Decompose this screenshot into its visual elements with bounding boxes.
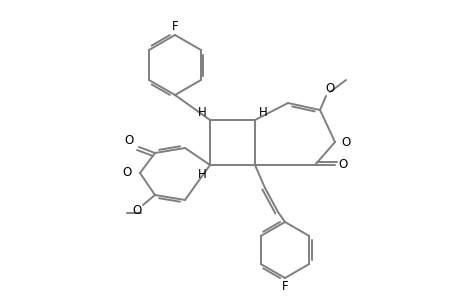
Text: O: O bbox=[132, 203, 141, 217]
Text: O: O bbox=[123, 167, 132, 179]
Text: H: H bbox=[258, 106, 267, 118]
Text: H: H bbox=[197, 106, 206, 118]
Text: O: O bbox=[340, 136, 349, 148]
Text: F: F bbox=[171, 20, 178, 32]
Text: O: O bbox=[338, 158, 347, 170]
Text: O: O bbox=[325, 82, 334, 94]
Text: F: F bbox=[281, 280, 288, 293]
Text: O: O bbox=[124, 134, 133, 148]
Text: H: H bbox=[197, 167, 206, 181]
